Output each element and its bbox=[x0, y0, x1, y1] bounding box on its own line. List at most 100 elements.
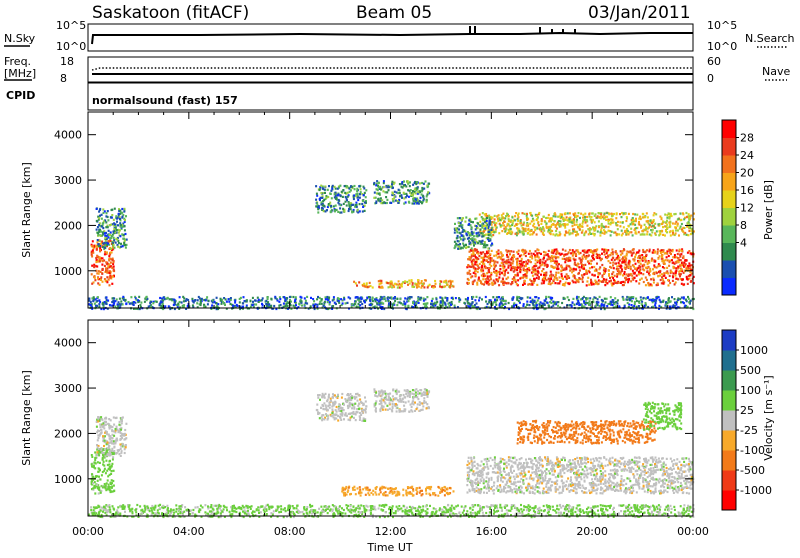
power-cell bbox=[409, 185, 411, 187]
power-cell bbox=[331, 197, 333, 199]
velocity-cell bbox=[94, 481, 96, 483]
power-cell bbox=[486, 244, 488, 246]
power-cell bbox=[610, 218, 612, 220]
power-cell bbox=[493, 301, 495, 303]
power-cell bbox=[685, 212, 687, 214]
power-cell bbox=[102, 303, 104, 305]
velocity-cell bbox=[92, 476, 94, 478]
power-cell bbox=[484, 213, 486, 215]
power-cell bbox=[654, 260, 656, 262]
power-cell bbox=[480, 243, 482, 245]
power-cell bbox=[562, 223, 564, 225]
power-cell bbox=[447, 284, 449, 286]
power-cell bbox=[98, 217, 100, 219]
power-cell bbox=[498, 253, 500, 255]
power-cell bbox=[614, 263, 616, 265]
power-cell bbox=[652, 229, 654, 231]
power-cell bbox=[409, 181, 411, 183]
power-cell bbox=[592, 257, 594, 259]
power-cell bbox=[535, 263, 537, 265]
power-cell bbox=[589, 232, 591, 234]
power-cell bbox=[500, 251, 502, 253]
power-cell bbox=[97, 296, 99, 298]
power-cell bbox=[315, 185, 317, 187]
power-cell bbox=[205, 299, 207, 301]
power-cell bbox=[137, 299, 139, 301]
power-cell bbox=[572, 253, 574, 255]
power-cell bbox=[645, 267, 647, 269]
power-cell bbox=[462, 238, 464, 240]
power-cell bbox=[492, 217, 494, 219]
power-cell bbox=[117, 246, 119, 248]
power-cell bbox=[98, 306, 100, 308]
power-cell bbox=[321, 197, 323, 199]
power-cell bbox=[599, 305, 601, 307]
power-cell bbox=[577, 249, 579, 251]
power-cell bbox=[634, 213, 636, 215]
power-cell bbox=[212, 301, 214, 303]
power-cell bbox=[338, 302, 340, 304]
power-cell bbox=[606, 298, 608, 300]
power-cell bbox=[601, 253, 603, 255]
power-cell bbox=[193, 301, 195, 303]
power-cell bbox=[456, 237, 458, 239]
power-cell bbox=[593, 234, 595, 236]
power-cell bbox=[647, 266, 649, 268]
power-cell bbox=[668, 284, 670, 286]
power-cell bbox=[661, 230, 663, 232]
power-cell bbox=[517, 220, 519, 222]
power-cell bbox=[668, 297, 670, 299]
power-cell bbox=[496, 273, 498, 275]
power-cell bbox=[594, 280, 596, 282]
power-cell bbox=[207, 303, 209, 305]
power-cell bbox=[557, 265, 559, 267]
power-cell bbox=[635, 253, 637, 255]
power-cell bbox=[397, 192, 399, 194]
power-cell bbox=[561, 273, 563, 275]
power-cell bbox=[93, 247, 95, 249]
power-cell bbox=[482, 263, 484, 265]
power-cell bbox=[488, 221, 490, 223]
power-cell bbox=[641, 278, 643, 280]
power-cell bbox=[392, 303, 394, 305]
power-cell bbox=[159, 297, 161, 299]
power-cell bbox=[666, 217, 668, 219]
power-cell bbox=[457, 235, 459, 237]
power-cell bbox=[675, 304, 677, 306]
freq-panel bbox=[88, 57, 693, 82]
power-cell bbox=[347, 192, 349, 194]
power-cell bbox=[310, 297, 312, 299]
power-cell bbox=[592, 298, 594, 300]
power-cell bbox=[642, 260, 644, 262]
power-cell bbox=[496, 299, 498, 301]
power-cell bbox=[476, 284, 478, 286]
power-cell bbox=[572, 225, 574, 227]
power-cell bbox=[444, 302, 446, 304]
power-cell bbox=[112, 261, 114, 263]
power-cell bbox=[201, 298, 203, 300]
power-cell bbox=[499, 271, 501, 273]
power-cell bbox=[535, 250, 537, 252]
power-cell bbox=[593, 296, 595, 298]
power-cell bbox=[107, 243, 109, 245]
power-cell bbox=[487, 247, 489, 249]
power-cell bbox=[471, 275, 473, 277]
power-cell bbox=[541, 270, 543, 272]
power-cell bbox=[390, 280, 392, 282]
power-cell bbox=[690, 215, 692, 217]
power-cell bbox=[526, 218, 528, 220]
power-cell bbox=[115, 300, 117, 302]
power-cell bbox=[115, 225, 117, 227]
power-cell bbox=[240, 306, 242, 308]
power-cell bbox=[104, 232, 106, 234]
power-cell bbox=[675, 261, 677, 263]
station-title: Saskatoon (fitACF) bbox=[92, 3, 249, 23]
power-cell bbox=[484, 218, 486, 220]
power-cell bbox=[415, 302, 417, 304]
power-cell bbox=[419, 298, 421, 300]
power-cell bbox=[465, 247, 467, 249]
power-cell bbox=[375, 184, 377, 186]
power-cell bbox=[654, 223, 656, 225]
power-cell bbox=[99, 209, 101, 211]
power-cell bbox=[113, 219, 115, 221]
